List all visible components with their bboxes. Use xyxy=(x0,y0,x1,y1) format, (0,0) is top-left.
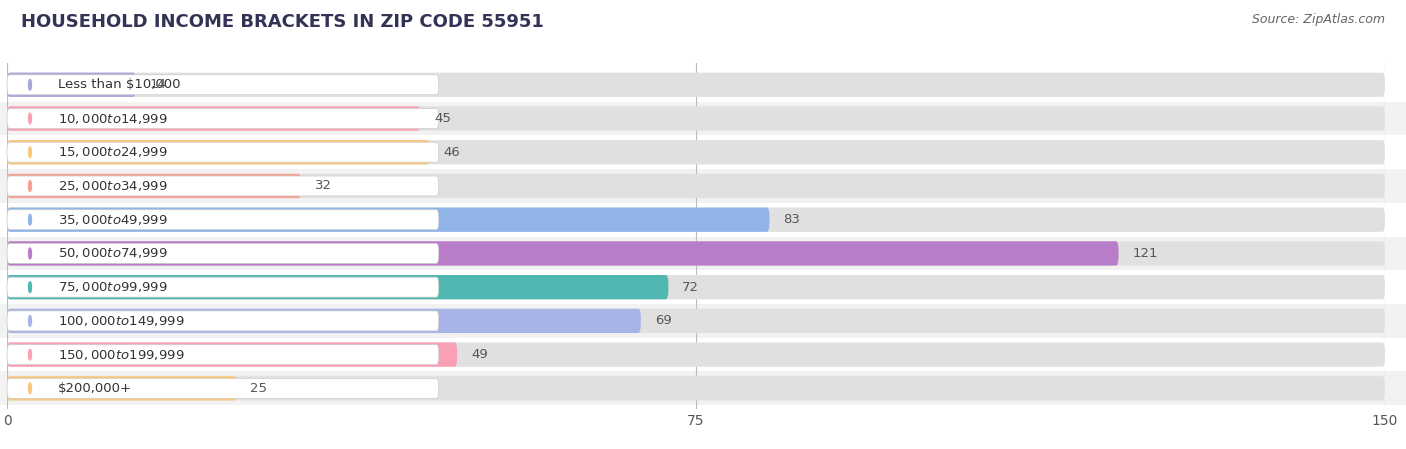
Bar xyxy=(0,169,1406,203)
FancyBboxPatch shape xyxy=(7,277,439,297)
Bar xyxy=(0,136,1406,169)
FancyBboxPatch shape xyxy=(7,309,641,333)
Text: HOUSEHOLD INCOME BRACKETS IN ZIP CODE 55951: HOUSEHOLD INCOME BRACKETS IN ZIP CODE 55… xyxy=(21,13,544,31)
Text: 32: 32 xyxy=(315,180,332,193)
FancyBboxPatch shape xyxy=(7,73,135,97)
FancyBboxPatch shape xyxy=(7,106,1385,131)
FancyBboxPatch shape xyxy=(7,311,439,331)
FancyBboxPatch shape xyxy=(7,207,1385,232)
FancyBboxPatch shape xyxy=(7,309,1385,333)
FancyBboxPatch shape xyxy=(7,345,439,365)
Text: 49: 49 xyxy=(471,348,488,361)
Text: 72: 72 xyxy=(682,281,699,294)
Text: $200,000+: $200,000+ xyxy=(58,382,132,395)
FancyBboxPatch shape xyxy=(7,106,420,131)
FancyBboxPatch shape xyxy=(7,109,439,128)
Circle shape xyxy=(28,349,31,360)
Text: Source: ZipAtlas.com: Source: ZipAtlas.com xyxy=(1251,13,1385,26)
Bar xyxy=(0,304,1406,338)
FancyBboxPatch shape xyxy=(7,243,439,264)
Bar xyxy=(0,371,1406,405)
FancyBboxPatch shape xyxy=(7,343,457,367)
FancyBboxPatch shape xyxy=(7,140,1385,164)
Text: $75,000 to $99,999: $75,000 to $99,999 xyxy=(58,280,167,294)
FancyBboxPatch shape xyxy=(7,176,439,196)
Circle shape xyxy=(28,248,31,259)
FancyBboxPatch shape xyxy=(7,75,439,95)
FancyBboxPatch shape xyxy=(7,376,1385,401)
FancyBboxPatch shape xyxy=(7,343,1385,367)
Bar xyxy=(0,68,1406,101)
FancyBboxPatch shape xyxy=(7,275,668,299)
Circle shape xyxy=(28,113,31,124)
FancyBboxPatch shape xyxy=(7,140,430,164)
FancyBboxPatch shape xyxy=(7,174,301,198)
Text: $50,000 to $74,999: $50,000 to $74,999 xyxy=(58,247,167,260)
Circle shape xyxy=(28,147,31,158)
FancyBboxPatch shape xyxy=(7,275,1385,299)
Bar xyxy=(0,101,1406,136)
Text: $35,000 to $49,999: $35,000 to $49,999 xyxy=(58,213,167,227)
Text: 25: 25 xyxy=(250,382,267,395)
FancyBboxPatch shape xyxy=(7,174,1385,198)
FancyBboxPatch shape xyxy=(7,379,439,398)
Text: $100,000 to $149,999: $100,000 to $149,999 xyxy=(58,314,184,328)
FancyBboxPatch shape xyxy=(7,73,1385,97)
Circle shape xyxy=(28,383,31,394)
Text: 45: 45 xyxy=(434,112,451,125)
Bar xyxy=(0,338,1406,371)
Text: 46: 46 xyxy=(443,146,460,159)
Text: $150,000 to $199,999: $150,000 to $199,999 xyxy=(58,348,184,361)
FancyBboxPatch shape xyxy=(7,241,1119,265)
FancyBboxPatch shape xyxy=(7,241,1385,265)
Text: 121: 121 xyxy=(1132,247,1157,260)
Text: $25,000 to $34,999: $25,000 to $34,999 xyxy=(58,179,167,193)
Circle shape xyxy=(28,79,31,90)
Text: 83: 83 xyxy=(783,213,800,226)
Circle shape xyxy=(28,214,31,225)
Text: 14: 14 xyxy=(149,78,166,91)
Bar xyxy=(0,203,1406,237)
Text: $10,000 to $14,999: $10,000 to $14,999 xyxy=(58,111,167,126)
Circle shape xyxy=(28,282,31,293)
FancyBboxPatch shape xyxy=(7,142,439,162)
FancyBboxPatch shape xyxy=(7,210,439,229)
Bar xyxy=(0,237,1406,270)
Circle shape xyxy=(28,180,31,191)
Text: 69: 69 xyxy=(655,314,672,327)
FancyBboxPatch shape xyxy=(7,376,236,401)
Bar xyxy=(0,270,1406,304)
Text: Less than $10,000: Less than $10,000 xyxy=(58,78,180,91)
Text: $15,000 to $24,999: $15,000 to $24,999 xyxy=(58,145,167,159)
Circle shape xyxy=(28,316,31,326)
FancyBboxPatch shape xyxy=(7,207,769,232)
